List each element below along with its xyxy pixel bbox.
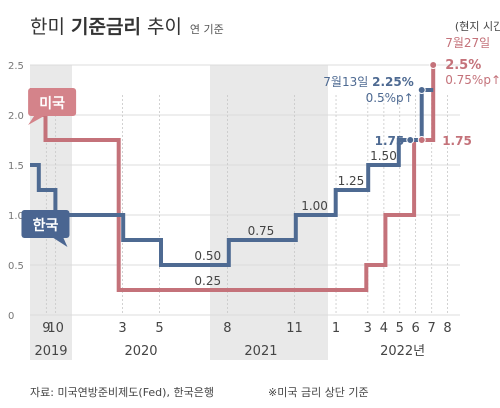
title-unit: 연 기준 xyxy=(189,23,224,36)
marker-us xyxy=(417,136,426,144)
x-tick-label: 5 xyxy=(396,321,404,336)
y-tick-label: 1.0 xyxy=(8,211,24,222)
source-note: 자료: 미국연방준비제도(Fed), 한국은행 xyxy=(30,386,214,399)
data-label: 0.25 xyxy=(194,274,221,288)
x-tick-label: 9 xyxy=(42,321,50,336)
legend-tag-tail xyxy=(53,238,68,247)
legend-label-kr: 한국 xyxy=(33,218,59,234)
footnote: ※미국 금리 상단 기준 xyxy=(268,386,369,399)
us-175-label: 1.75 xyxy=(442,134,472,148)
title-part-2: 추이 xyxy=(140,16,182,38)
kr-hike-change: 0.5%p↑ xyxy=(366,91,414,105)
x-tick-label: 5 xyxy=(155,321,163,336)
x-tick-label: 10 xyxy=(47,321,64,336)
x-tick-label: 1 xyxy=(332,321,340,336)
x-tick-label: 6 xyxy=(411,321,419,336)
x-tick-label: 4 xyxy=(380,321,388,336)
year-label: 2021 xyxy=(244,344,277,359)
us-hike-change: 0.75%p↑ xyxy=(445,73,500,87)
kr-175-label: 1.75 xyxy=(375,134,405,148)
y-tick-label: 2.5 xyxy=(8,61,24,72)
year-band-1 xyxy=(210,65,328,360)
legend-label-us: 미국 xyxy=(39,96,65,112)
y-tick-label: 0.5 xyxy=(8,261,24,272)
data-label: 1.25 xyxy=(338,174,365,188)
us-hike-date: 7월27일 xyxy=(445,36,490,50)
marker-kr xyxy=(417,86,426,94)
x-tick-label: 8 xyxy=(223,321,231,336)
series-line-kr xyxy=(30,88,434,267)
title-part-1: 한미 xyxy=(30,16,71,38)
x-tick-label: 7 xyxy=(428,321,436,336)
y-tick-label: 0 xyxy=(8,311,14,322)
marker-us xyxy=(429,61,438,69)
year-label: 2022년 xyxy=(380,344,425,359)
year-label: 2019 xyxy=(34,344,67,359)
marker-kr xyxy=(406,136,415,144)
y-tick-label: 1.5 xyxy=(8,161,24,172)
y-tick-label: 2.0 xyxy=(8,111,24,122)
data-label: 1.00 xyxy=(301,199,328,213)
data-label: 0.50 xyxy=(194,249,221,263)
legend-tag-us xyxy=(28,88,77,116)
title-bold: 기준금리 xyxy=(71,16,141,38)
kr-hike-date: 7월13일 2.25% xyxy=(323,75,413,89)
year-label: 2020 xyxy=(124,344,157,359)
x-tick-label: 3 xyxy=(118,321,126,336)
us-hike-rate: 2.5% xyxy=(445,58,481,73)
x-tick-label: 8 xyxy=(443,321,451,336)
chart-title: 한미 기준금리 추이 연 기준 xyxy=(30,12,224,39)
legend-tag-tail xyxy=(28,116,45,125)
kr-hike-rate: 2.25% xyxy=(372,75,414,89)
local-time-note: (현지 시간) xyxy=(455,20,500,33)
data-label: 0.75 xyxy=(248,224,275,238)
legend-tag-kr xyxy=(21,210,70,238)
x-tick-label: 11 xyxy=(286,321,303,336)
x-tick-label: 3 xyxy=(364,321,372,336)
data-label: 1.50 xyxy=(370,149,397,163)
